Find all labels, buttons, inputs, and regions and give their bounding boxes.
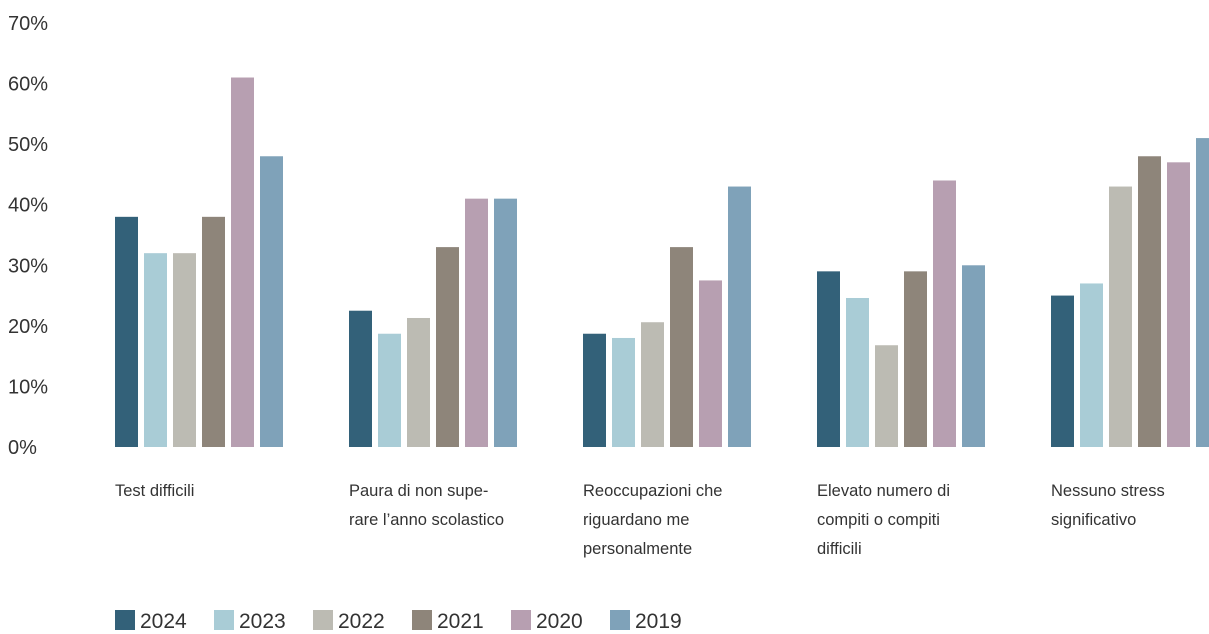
category-label: Test difficili <box>115 477 305 506</box>
legend-label: 2020 <box>536 610 583 633</box>
bar-2023-category-2 <box>378 333 401 447</box>
legend-swatch <box>313 610 333 630</box>
bars-group <box>115 77 1209 448</box>
bar-2019-category-5 <box>1196 138 1209 448</box>
bar-2019-category-4 <box>962 265 985 447</box>
category-label: Elevato numero di compiti o compiti diffic… <box>817 477 1007 564</box>
bar-2023-category-4 <box>846 297 869 447</box>
bar-2020-category-3 <box>699 280 722 447</box>
legend-item-2022: 2022 <box>313 609 385 633</box>
legend-item-2024: 2024 <box>115 609 187 633</box>
bar-2021-category-4 <box>904 271 927 447</box>
bar-2020-category-2 <box>465 198 488 447</box>
bar-2024-category-3 <box>583 333 606 447</box>
category-label-line: significativo <box>1051 511 1137 529</box>
y-tick-label: 70% <box>8 13 48 35</box>
legend-item-2019: 2019 <box>610 609 682 633</box>
bar-2024-category-2 <box>349 310 372 447</box>
legend-swatch <box>115 610 135 630</box>
bar-2024-category-5 <box>1051 295 1074 447</box>
bar-2022-category-1 <box>173 253 196 447</box>
legend-label: 2023 <box>239 610 286 633</box>
bar-2019-category-2 <box>494 198 517 447</box>
legend-item-2023: 2023 <box>214 609 286 633</box>
bar-2023-category-3 <box>612 337 635 447</box>
category-label-line: Paura di non supe- <box>349 482 489 500</box>
category-label: Reoccupazioni che riguardano me personalme… <box>583 477 773 564</box>
bar-2019-category-3 <box>728 186 751 448</box>
category-label-line: Test difficili <box>115 482 195 500</box>
y-tick-label: 40% <box>8 195 48 217</box>
category-label-line: Elevato numero di <box>817 482 950 500</box>
bar-2022-category-3 <box>641 322 664 447</box>
bar-2023-category-5 <box>1080 283 1103 447</box>
bar-2022-category-4 <box>875 345 898 447</box>
bar-2021-category-5 <box>1138 156 1161 447</box>
bar-2020-category-1 <box>231 77 254 447</box>
category-label-line: difficili <box>817 540 862 558</box>
category-label: Paura di non supe-rare l’anno scolastico <box>349 477 539 535</box>
y-tick-label: 20% <box>8 316 48 338</box>
category-label-line: rare l’anno scolastico <box>349 511 504 529</box>
bar-2020-category-5 <box>1167 162 1190 448</box>
bar-2021-category-2 <box>436 247 459 447</box>
category-label-line: compiti o compiti <box>817 511 940 529</box>
y-tick-label: 30% <box>8 255 48 277</box>
y-axis-ticks: 0% 10% 20% 30% 40% 50% 60% 70% <box>8 13 48 459</box>
y-tick-label: 10% <box>8 376 48 398</box>
y-tick-label: 50% <box>8 134 48 156</box>
bar-2021-category-1 <box>202 216 225 447</box>
legend-item-2020: 2020 <box>511 609 583 633</box>
legend-swatch <box>412 610 432 630</box>
category-label-line: personalmente <box>583 540 693 558</box>
legend-label: 2022 <box>338 610 385 633</box>
bar-2020-category-4 <box>933 180 956 447</box>
category-label-line: Nessuno stress <box>1051 482 1165 500</box>
bar-2024-category-4 <box>817 271 840 447</box>
legend-item-2021: 2021 <box>412 609 484 633</box>
category-label-line: Reoccupazioni che <box>583 482 723 500</box>
legend-swatch <box>610 610 630 630</box>
bar-2022-category-5 <box>1109 186 1132 448</box>
chart-plot: 0% 10% 20% 30% 40% 50% 60% 70% <box>8 13 1209 459</box>
legend-swatch <box>511 610 531 630</box>
legend-label: 2024 <box>140 610 187 633</box>
y-tick-label: 0% <box>8 437 37 459</box>
legend-swatch <box>214 610 234 630</box>
y-tick-label: 60% <box>8 74 48 96</box>
bar-2023-category-1 <box>144 253 167 447</box>
category-label-line: riguardano me <box>583 511 690 529</box>
bar-2019-category-1 <box>260 156 283 447</box>
bar-2021-category-3 <box>670 247 693 447</box>
bar-2022-category-2 <box>407 317 430 447</box>
category-label: Nessuno stress significativo <box>1051 477 1209 535</box>
legend-label: 2021 <box>437 610 484 633</box>
bar-2024-category-1 <box>115 216 138 447</box>
legend-label: 2019 <box>635 610 682 633</box>
